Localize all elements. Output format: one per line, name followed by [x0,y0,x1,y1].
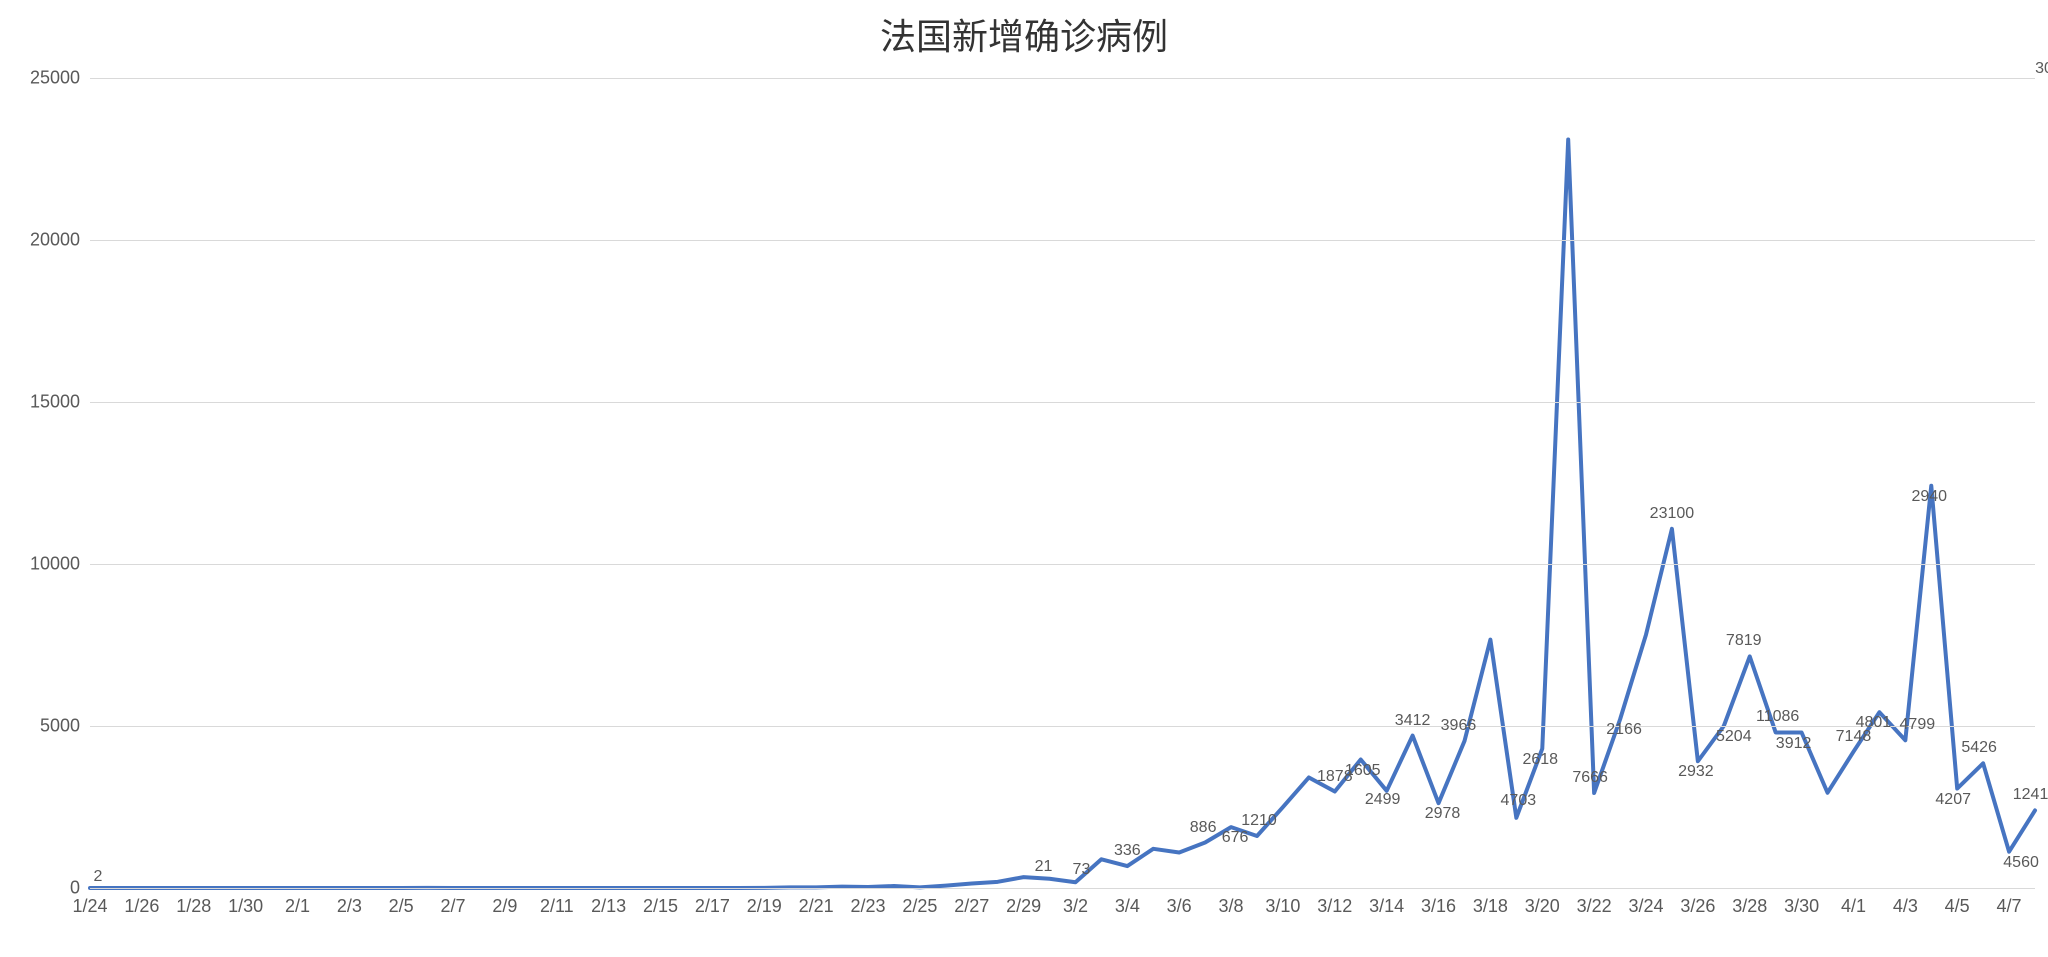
gridline [90,564,2035,565]
data-label: 336 [1114,842,1141,860]
x-tick-label: 3/12 [1317,896,1352,917]
line-series [90,78,2035,888]
x-tick-label: 3/6 [1167,896,1192,917]
x-tick-label: 2/1 [285,896,310,917]
x-tick-label: 3/18 [1473,896,1508,917]
data-label: 11086 [1756,708,1799,726]
data-label: 2618 [1522,751,1558,769]
data-label: 886 [1190,819,1217,837]
x-tick-label: 2/11 [540,896,574,917]
x-tick-label: 3/26 [1680,896,1715,917]
y-tick-label: 20000 [30,230,80,251]
y-tick-label: 25000 [30,68,80,89]
x-tick-label: 2/17 [695,896,730,917]
data-label: 2499 [1365,791,1401,809]
x-tick-label: 3/20 [1525,896,1560,917]
data-label: 4207 [1935,791,1971,809]
data-label: 676 [1222,829,1249,847]
x-tick-label: 2/9 [492,896,517,917]
x-tick-label: 2/29 [1006,896,1041,917]
data-label: 2166 [1606,721,1642,739]
chart-title: 法国新增确诊病例 [0,8,2048,60]
x-tick-label: 2/27 [954,896,989,917]
data-label: 4560 [2003,854,2039,872]
data-label: 12416 [2013,786,2048,804]
x-tick-label: 2/25 [902,896,937,917]
data-label: 2932 [1678,763,1714,781]
data-label: 7666 [1572,769,1608,787]
x-tick-label: 2/19 [747,896,782,917]
gridline [90,726,2035,727]
data-label: 4703 [1501,792,1537,810]
data-label: 2 [94,868,103,886]
data-label: 3070 [2035,60,2048,78]
x-tick-label: 4/7 [1997,896,2022,917]
x-tick-label: 1/24 [72,896,107,917]
x-tick-label: 3/8 [1219,896,1244,917]
gridline [90,888,2035,889]
data-label: 21 [1035,858,1053,876]
data-label: 4799 [1900,716,1936,734]
data-label: 5204 [1716,728,1752,746]
x-tick-label: 2/7 [441,896,466,917]
x-tick-label: 3/16 [1421,896,1456,917]
x-tick-label: 2/21 [799,896,834,917]
x-tick-label: 2/13 [591,896,626,917]
data-label: 4801 [1856,714,1892,732]
data-label: 7819 [1726,632,1762,650]
data-label: 2978 [1425,805,1461,823]
data-label: 3412 [1395,712,1431,730]
plot-area: 05000100001500020000250001/241/261/281/3… [90,78,2035,888]
x-tick-label: 4/1 [1841,896,1866,917]
x-tick-label: 3/10 [1265,896,1300,917]
data-label: 3912 [1776,735,1812,753]
data-label: 3966 [1441,717,1477,735]
x-tick-label: 3/2 [1063,896,1088,917]
gridline [90,402,2035,403]
data-label: 2940 [1911,488,1947,506]
x-tick-label: 4/5 [1945,896,1970,917]
data-label: 23100 [1650,505,1695,523]
x-tick-label: 2/15 [643,896,678,917]
x-tick-label: 3/28 [1732,896,1767,917]
y-tick-label: 5000 [40,716,80,737]
x-tick-label: 3/22 [1577,896,1612,917]
x-tick-label: 3/14 [1369,896,1404,917]
x-tick-label: 2/3 [337,896,362,917]
chart-container: 法国新增确诊病例 05000100001500020000250001/241/… [0,0,2048,957]
gridline [90,240,2035,241]
gridline [90,78,2035,79]
x-tick-label: 2/5 [389,896,414,917]
x-tick-label: 4/3 [1893,896,1918,917]
data-label: 1210 [1241,812,1277,830]
x-tick-label: 3/24 [1628,896,1663,917]
x-tick-label: 1/28 [176,896,211,917]
x-tick-label: 2/23 [850,896,885,917]
x-tick-label: 3/4 [1115,896,1140,917]
x-tick-label: 1/26 [124,896,159,917]
x-tick-label: 1/30 [228,896,263,917]
data-label: 73 [1073,861,1091,879]
data-label: 5426 [1961,739,1997,757]
data-label: 1605 [1345,762,1381,780]
y-tick-label: 10000 [30,554,80,575]
x-tick-label: 3/30 [1784,896,1819,917]
y-tick-label: 15000 [30,392,80,413]
